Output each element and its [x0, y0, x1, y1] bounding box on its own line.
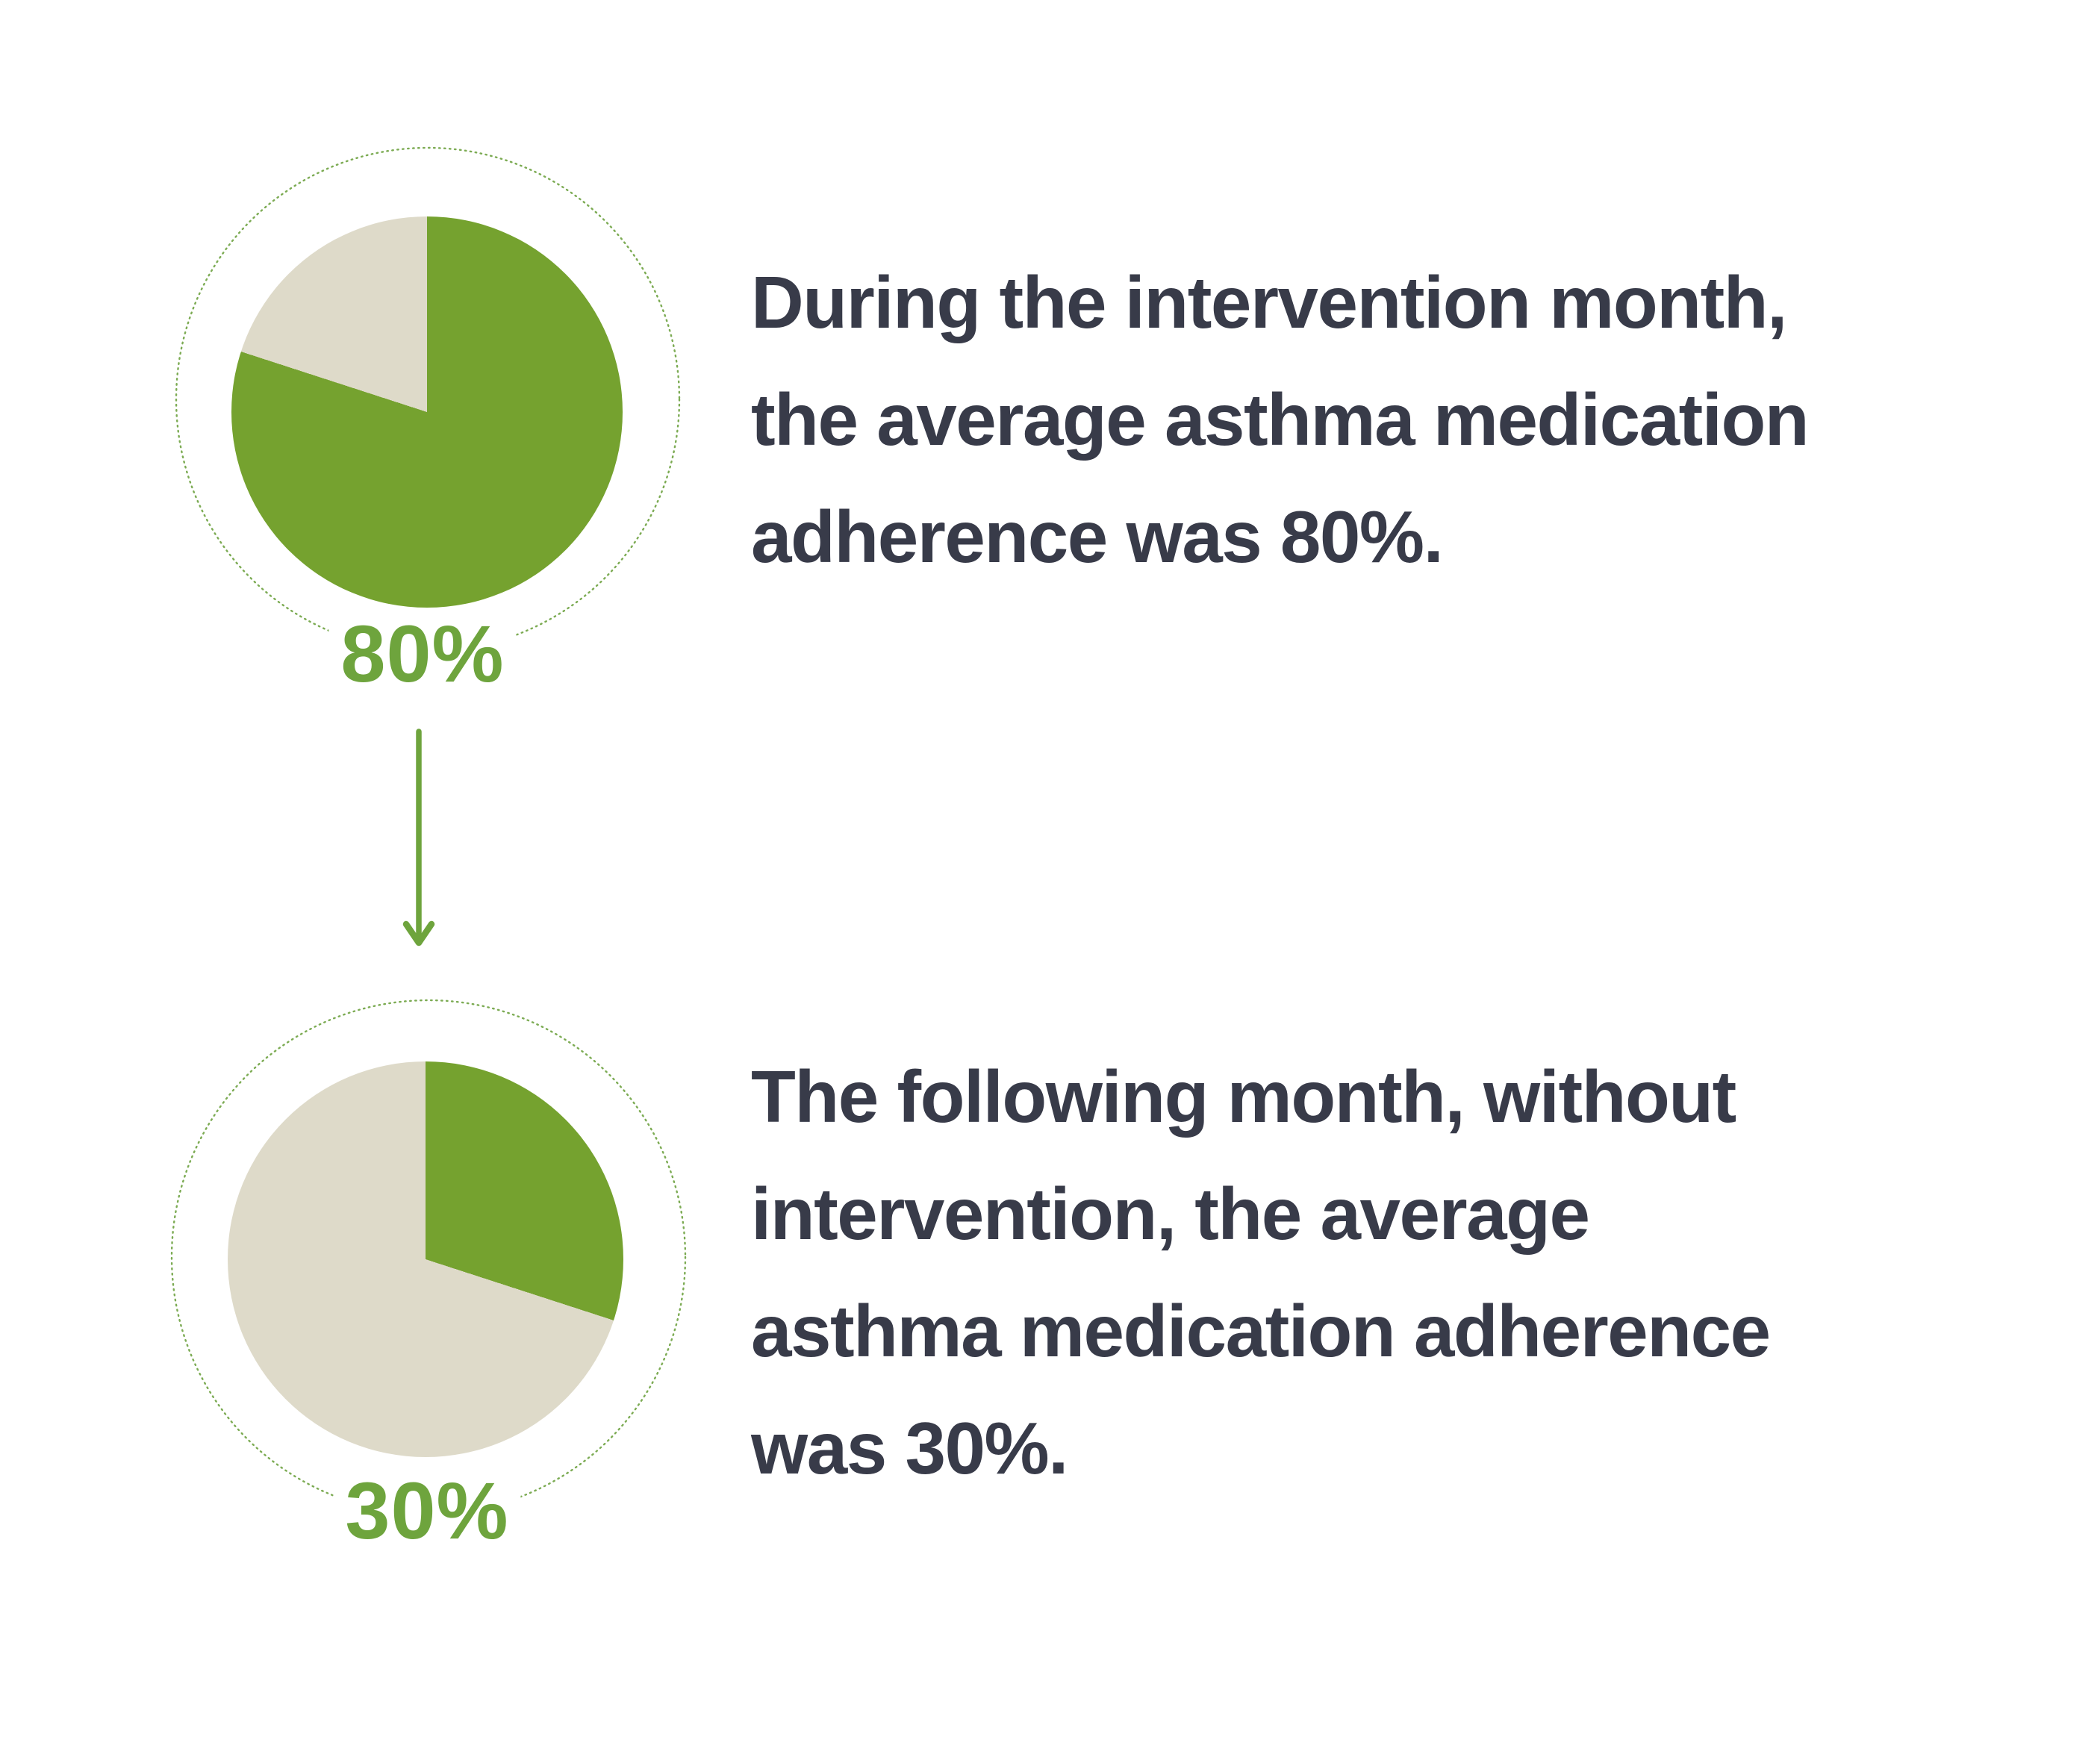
caption-line: asthma medication adherence: [751, 1290, 1771, 1372]
down-arrow-icon: [402, 729, 435, 947]
pie-value-label: 80%: [328, 610, 517, 698]
caption-intervention-month: During the intervention month, the avera…: [751, 244, 1810, 596]
caption-line: The following month, without: [751, 1055, 1736, 1138]
pie-chart-80: [231, 216, 623, 608]
pie-chart-30: [228, 1061, 623, 1457]
caption-line: intervention, the average: [751, 1173, 1590, 1255]
pie-value-label: 30%: [333, 1467, 521, 1555]
caption-line: adherence was 80%.: [751, 496, 1444, 578]
dotted-ring: [175, 146, 681, 652]
caption-following-month: The following month, without interventio…: [751, 1038, 1771, 1507]
caption-line: During the intervention month,: [751, 261, 1787, 343]
caption-line: was 30%.: [751, 1407, 1068, 1489]
caption-line: the average asthma medication: [751, 378, 1810, 461]
